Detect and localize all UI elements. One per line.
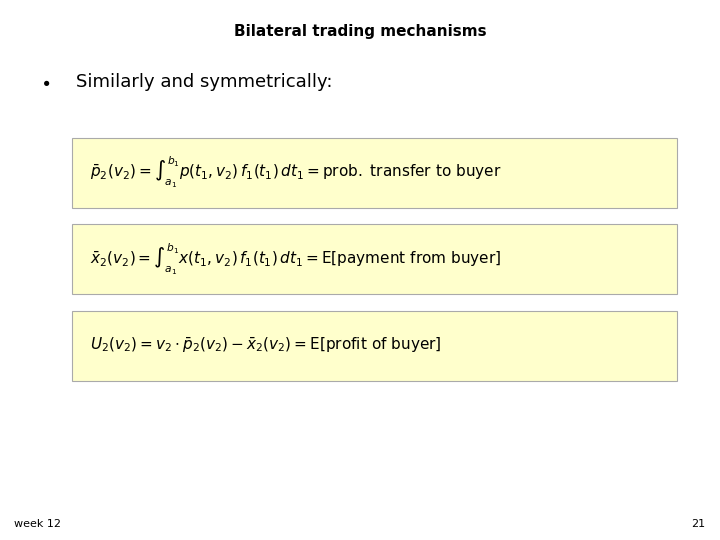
Text: $\bullet$: $\bullet$ xyxy=(40,73,50,91)
Text: $\bar{p}_2(v_2) = \int_{a_1}^{b_1} p(t_1, v_2)\, f_1(t_1)\, dt_1 = \mathrm{prob.: $\bar{p}_2(v_2) = \int_{a_1}^{b_1} p(t_1… xyxy=(90,155,502,191)
FancyBboxPatch shape xyxy=(72,138,677,208)
Text: $U_2(v_2) = v_2 \cdot \bar{p}_2(v_2) - \bar{x}_2(v_2) = \mathrm{E[profit\ of\ bu: $U_2(v_2) = v_2 \cdot \bar{p}_2(v_2) - \… xyxy=(90,336,441,355)
Text: Bilateral trading mechanisms: Bilateral trading mechanisms xyxy=(234,24,486,39)
Text: Similarly and symmetrically:: Similarly and symmetrically: xyxy=(76,73,332,91)
Text: 21: 21 xyxy=(691,519,706,529)
Text: week 12: week 12 xyxy=(14,519,61,529)
FancyBboxPatch shape xyxy=(72,310,677,381)
Text: $\bar{x}_2(v_2) = \int_{a_1}^{b_1} x(t_1, v_2)\, f_1(t_1)\, dt_1 = \mathrm{E[pay: $\bar{x}_2(v_2) = \int_{a_1}^{b_1} x(t_1… xyxy=(90,241,501,277)
FancyBboxPatch shape xyxy=(72,224,677,294)
